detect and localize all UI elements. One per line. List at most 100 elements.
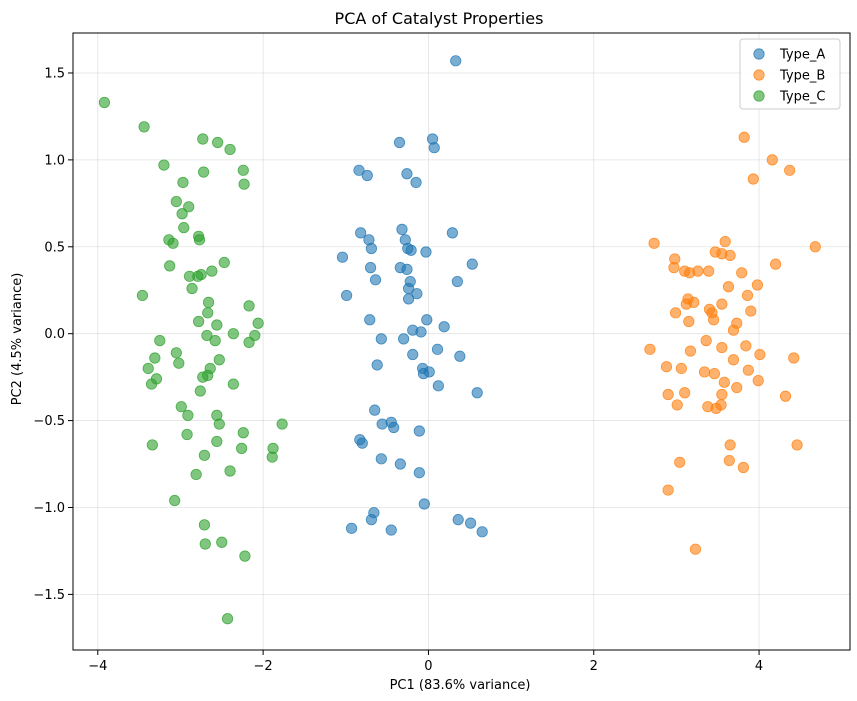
data-point xyxy=(158,159,170,171)
data-point xyxy=(375,453,387,465)
data-point xyxy=(194,385,206,397)
data-point xyxy=(683,315,695,328)
data-point xyxy=(745,305,757,317)
data-point xyxy=(224,143,236,156)
data-point xyxy=(703,265,715,277)
data-point xyxy=(365,514,378,526)
data-point xyxy=(648,237,660,249)
data-point xyxy=(454,350,466,362)
data-point xyxy=(198,166,210,178)
data-point xyxy=(727,354,740,366)
y-tick-label: 0.5 xyxy=(44,240,65,255)
data-point xyxy=(407,348,419,361)
data-point xyxy=(464,517,477,529)
data-point xyxy=(371,359,383,371)
data-point xyxy=(98,96,111,109)
data-point xyxy=(238,178,250,190)
data-point xyxy=(266,451,278,463)
data-point xyxy=(724,439,736,451)
data-point xyxy=(398,333,410,345)
data-point xyxy=(431,343,444,355)
x-axis-ticks: −4 −2 0 2 4 xyxy=(88,650,763,674)
data-point xyxy=(738,131,750,143)
y-axis-ticks: −1.5 −1.0 −0.5 0.0 0.5 1.0 1.5 xyxy=(33,66,73,603)
data-point xyxy=(192,270,204,282)
data-point xyxy=(741,289,754,302)
data-point xyxy=(779,390,792,402)
data-point xyxy=(674,456,686,468)
series-Type_B xyxy=(644,131,821,555)
data-point xyxy=(450,55,462,67)
data-point xyxy=(170,195,182,208)
legend-box xyxy=(739,38,841,110)
data-point xyxy=(341,289,353,302)
data-point xyxy=(401,168,413,180)
data-point xyxy=(193,315,205,328)
data-point xyxy=(451,275,463,288)
data-point xyxy=(212,136,224,149)
series-Type_A xyxy=(336,55,488,538)
data-point xyxy=(181,428,193,441)
data-point xyxy=(718,376,730,388)
data-point xyxy=(644,343,656,355)
data-point xyxy=(432,380,444,392)
data-point xyxy=(679,387,691,399)
data-point xyxy=(243,300,255,312)
data-point xyxy=(466,258,478,270)
data-point xyxy=(237,427,249,439)
data-point xyxy=(752,375,764,387)
data-point xyxy=(369,274,382,286)
data-point xyxy=(740,340,752,352)
data-point xyxy=(402,293,415,305)
data-point xyxy=(276,418,288,430)
data-point xyxy=(138,121,150,133)
plot-frame xyxy=(72,32,851,651)
y-tick-label: 1.0 xyxy=(44,153,65,168)
data-point xyxy=(396,223,408,235)
data-point xyxy=(709,246,721,258)
data-point xyxy=(766,154,778,166)
data-point xyxy=(716,388,728,401)
data-point xyxy=(723,454,735,467)
data-point xyxy=(736,267,748,279)
legend-label: Type_C xyxy=(779,90,825,105)
data-point xyxy=(385,524,397,536)
data-point xyxy=(405,244,417,256)
data-point xyxy=(206,265,218,277)
data-point xyxy=(662,484,674,496)
data-point xyxy=(365,242,378,255)
data-point xyxy=(154,335,166,347)
legend-label: Type_A xyxy=(779,48,825,63)
data-point xyxy=(353,164,365,176)
data-points xyxy=(98,55,821,625)
y-tick-label: 1.5 xyxy=(44,66,65,81)
data-point xyxy=(173,357,185,369)
data-point xyxy=(727,324,740,336)
data-point xyxy=(167,237,179,249)
chart-title: PCA of Catalyst Properties xyxy=(335,9,544,28)
data-point xyxy=(413,467,425,479)
data-point xyxy=(680,298,692,310)
data-point xyxy=(216,536,228,548)
data-point xyxy=(662,388,674,401)
x-tick-label: 0 xyxy=(424,659,432,674)
data-point xyxy=(136,289,149,302)
data-point xyxy=(719,235,731,248)
data-point xyxy=(675,362,687,375)
data-point xyxy=(213,354,225,366)
data-point xyxy=(364,262,377,274)
data-point xyxy=(149,352,161,364)
data-point xyxy=(684,345,697,357)
data-point xyxy=(201,329,213,342)
data-point xyxy=(401,263,413,275)
data-point xyxy=(784,164,796,176)
data-point xyxy=(716,341,728,354)
data-point xyxy=(476,526,488,538)
data-point xyxy=(660,361,673,373)
data-point xyxy=(692,265,704,277)
data-point xyxy=(252,317,264,329)
data-point xyxy=(420,246,432,258)
data-point xyxy=(213,418,225,430)
data-point xyxy=(211,319,223,331)
